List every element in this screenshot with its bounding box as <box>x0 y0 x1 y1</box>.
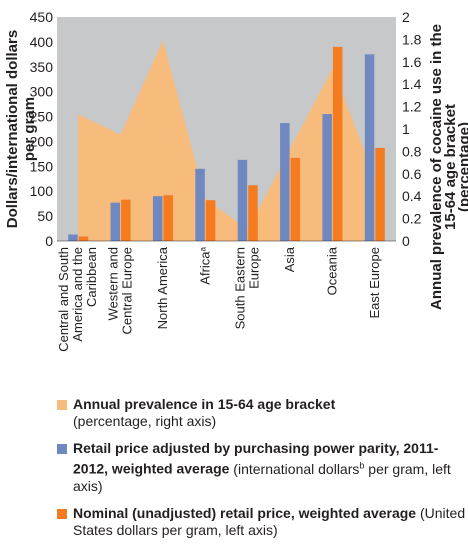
legend-item-prevalence: Annual prevalence in 15-64 age bracket (… <box>57 396 467 430</box>
ppp-price-bar-1 <box>110 202 121 241</box>
y-tick-label-1: 50 <box>37 208 53 224</box>
y-tick-label-2: 100 <box>30 183 54 199</box>
legend-swatch-nominal-price <box>57 508 67 519</box>
nominal-price-bar-4 <box>248 185 258 241</box>
y2-axis-title-line-2: (percentage) <box>456 122 468 212</box>
legend-desc-prevalence: (percentage, right axis) <box>73 413 217 429</box>
nominal-price-bar-5 <box>290 157 301 241</box>
ppp-price-bar-4 <box>237 159 248 241</box>
y-tick-label-0: 0 <box>45 233 53 249</box>
legend-label-nominal-price: Nominal (unadjusted) retail price, weigh… <box>73 504 417 521</box>
y2-tick-label-5: 1 <box>402 121 410 137</box>
legend-item-ppp-price: Retail price adjusted by purchasing powe… <box>57 440 467 495</box>
x-tick-label-1-1: Central Europe <box>120 247 135 334</box>
y2-tick-label-2: 0.4 <box>402 188 422 204</box>
legend-desc-ppp-price: (international dollarsb per gram, left a… <box>73 460 451 494</box>
y2-tick-label-0: 0 <box>402 233 410 249</box>
y2-tick-label-8: 1.6 <box>402 54 422 70</box>
y2-tick-label-3: 0.6 <box>402 166 422 182</box>
ppp-price-bar-5 <box>280 123 290 241</box>
nominal-price-bar-7 <box>375 147 385 241</box>
y-axis-title-line-1: per gram <box>21 97 38 161</box>
legend-desc-ppp-price-tail: per gram, left axis) <box>73 460 451 494</box>
x-tick-label-4-0: South Eastern <box>233 247 248 329</box>
nominal-price-bar-0 <box>78 236 89 241</box>
y-tick-label-5: 250 <box>30 109 54 125</box>
legend-swatch-ppp-price <box>57 444 67 454</box>
x-tick-label-1-0: Western and <box>106 247 121 320</box>
x-tick-label-3-0: Africaa <box>197 246 212 284</box>
x-tick-label-4-1: Europe <box>247 247 262 289</box>
nominal-price-bar-3 <box>205 200 216 241</box>
y-tick-label-7: 350 <box>30 59 54 75</box>
nominal-price-bar-2 <box>163 195 173 241</box>
y2-tick-label-7: 1.4 <box>402 76 422 92</box>
x-tick-label-0-0: Central and South <box>56 247 71 352</box>
y-tick-label-4: 200 <box>30 133 54 149</box>
y2-tick-label-9: 1.8 <box>402 31 422 47</box>
y-axis-title-line-0: Dollars/international dollars <box>4 30 21 228</box>
legend: Annual prevalence in 15-64 age bracket (… <box>57 396 467 549</box>
x-tick-label-0-1: America and the <box>70 247 85 342</box>
y2-tick-label-1: 0.2 <box>402 211 422 227</box>
x-tick-label-0-2: Caribbean <box>84 247 99 307</box>
legend-desc-ppp-price-text: (international dollars <box>229 460 360 477</box>
ppp-price-bar-0 <box>68 234 78 241</box>
ppp-price-bar-2 <box>152 196 163 241</box>
prevalence-area <box>78 40 375 241</box>
y-tick-label-6: 300 <box>30 84 54 100</box>
y2-tick-label-10: 2 <box>402 9 410 25</box>
legend-label-prevalence: Annual prevalence in 15-64 age bracket <box>73 396 336 412</box>
y-tick-label-3: 150 <box>30 158 54 174</box>
ppp-price-bar-7 <box>364 54 375 242</box>
ppp-price-bar-6 <box>322 114 332 241</box>
y2-axis-title-line-0: Annual prevalence of cocaine use in the <box>428 24 445 310</box>
y2-tick-label-6: 1.2 <box>402 99 422 115</box>
nominal-price-bar-6 <box>332 46 343 241</box>
nominal-price-bar-1 <box>121 199 131 241</box>
y2-axis-title-line-1: 15-64 age bracket <box>442 104 459 230</box>
x-tick-footnote-3: a <box>198 246 207 251</box>
chart: 0 50 100 150 200 250 300 350 400 450 0 0.2 0.4 0.6 0.8… <box>4 9 468 352</box>
y-tick-label-8: 400 <box>30 34 54 50</box>
legend-label-ppp-price: Retail price adjusted by purchasing powe… <box>73 440 439 477</box>
x-tick-label-2-0: North America <box>155 246 170 329</box>
ppp-price-bar-3 <box>195 168 205 241</box>
x-tick-label-7-0: East Europe <box>367 247 382 319</box>
y-tick-label-9: 450 <box>30 9 54 25</box>
y2-tick-label-4: 0.8 <box>402 143 422 159</box>
x-tick-label-5-0: Asia <box>282 246 297 272</box>
legend-swatch-prevalence <box>57 400 67 410</box>
legend-footnote-b: b <box>359 460 365 470</box>
x-tick-label-6-0: Oceania <box>324 246 339 295</box>
legend-desc-nominal-price: (United States dollars per gram, left ax… <box>73 504 466 538</box>
legend-item-nominal-price: Nominal (unadjusted) retail price, weigh… <box>57 505 467 539</box>
